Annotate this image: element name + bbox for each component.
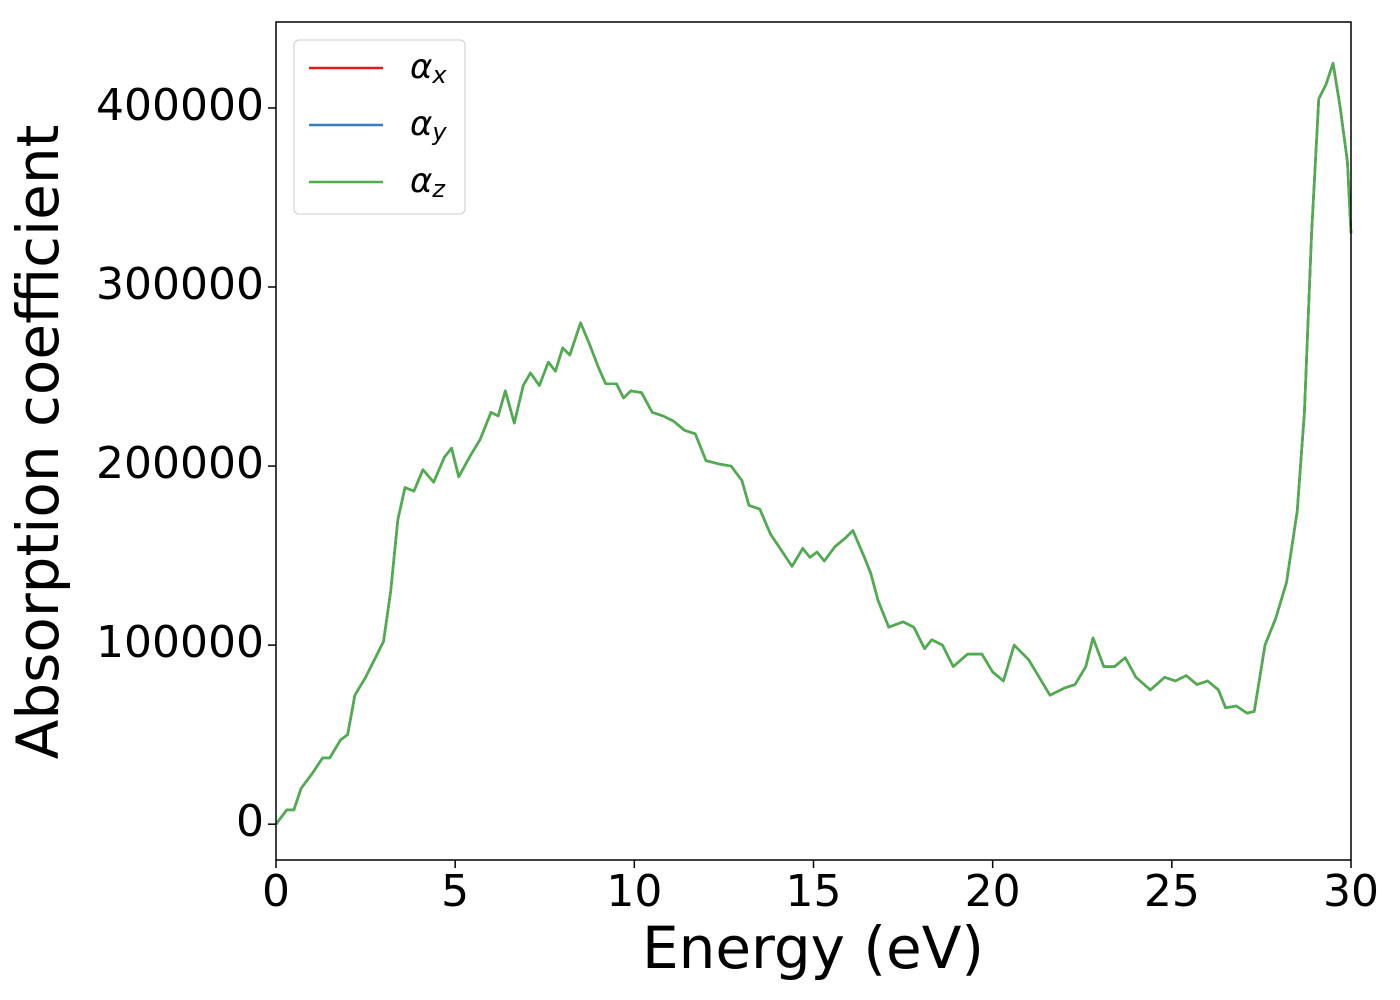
x-tick-label: 25	[1144, 866, 1200, 917]
legend-label: αy	[410, 104, 447, 147]
x-tick-label: 10	[606, 866, 662, 917]
x-tick-label: 0	[262, 866, 290, 917]
x-tick-label: 15	[786, 866, 842, 917]
y-tick-label: 400000	[96, 80, 264, 131]
y-tick-label: 0	[236, 796, 264, 847]
legend-box	[293, 39, 466, 215]
x-tick-label: 20	[965, 866, 1021, 917]
x-tick-label: 30	[1323, 866, 1379, 917]
y-tick-label: 200000	[96, 438, 264, 489]
x-tick-label: 5	[441, 866, 469, 917]
y-tick-label: 100000	[96, 617, 264, 668]
series-line	[275, 61, 1353, 825]
y-tick-label: 300000	[96, 259, 264, 310]
plot-frame	[275, 21, 1352, 861]
y-axis-label: Absorption coefficient	[4, 125, 72, 760]
legend-label: αx	[410, 47, 447, 90]
legend-label: αz	[410, 161, 446, 204]
x-axis-label: Energy (eV)	[642, 914, 984, 982]
